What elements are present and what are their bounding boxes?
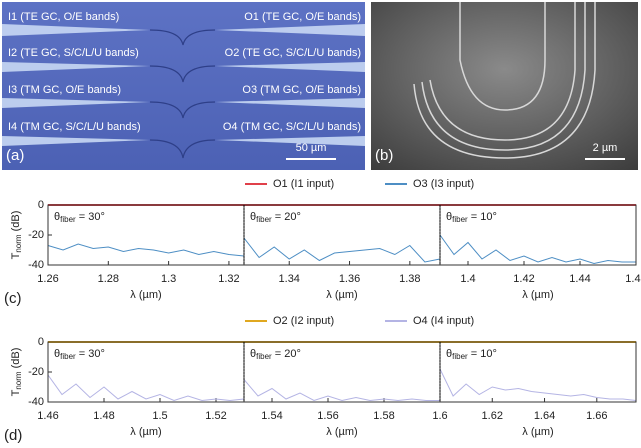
theta-sub: fiber (256, 215, 272, 224)
waveguide-label: O1 (TE GC, O/E bands) (244, 11, 361, 23)
waveguide-label: I4 (TM GC, S/C/L/U bands) (8, 121, 141, 133)
waveguide-label: I3 (TM GC, O/E bands) (8, 84, 121, 96)
x-tick-label: 1.46 (37, 410, 58, 422)
x-axis-label: λ (µm) (522, 289, 553, 301)
x-tick-label: 1.62 (482, 410, 503, 422)
x-tick-label: 1.36 (339, 273, 360, 285)
fiber-angle: θfiber = 20° (250, 211, 301, 224)
theta-sub: fiber (60, 215, 76, 224)
legend-label: O2 (I2 input) (273, 315, 334, 327)
x-tick-label: 1.4 (460, 273, 475, 285)
x-tick-label: 1.66 (586, 410, 607, 422)
x-tick-label: 1.32 (218, 273, 239, 285)
x-axis-label: λ (µm) (326, 289, 357, 301)
waveguide-label: O4 (TM GC, S/C/L/U bands) (223, 121, 361, 133)
x-tick-label: 1.52 (205, 410, 226, 422)
y-tick-label: 0 (38, 199, 44, 211)
figure: I1 (TE GC, O/E bands) O1 (TE GC, O/E band… (0, 0, 641, 448)
x-tick-label: 1.54 (261, 410, 282, 422)
theta-value: = 10° (468, 348, 497, 360)
panel-label: (a) (6, 147, 24, 164)
x-axis-label: λ (µm) (130, 289, 161, 301)
data-line (244, 380, 440, 401)
x-axis-label: λ (µm) (130, 426, 161, 438)
scale-bar-label: 2 µm (593, 142, 618, 154)
fiber-angle: θfiber = 10° (446, 211, 497, 224)
y-label-sub: norm (14, 371, 23, 390)
scale-bar (286, 158, 336, 160)
y-axis-label: Tnorm (dB) (10, 348, 23, 397)
x-tick-label: 1.46 (625, 273, 641, 285)
y-label-unit: (dB) (10, 211, 22, 235)
theta-sub: fiber (256, 352, 272, 361)
x-tick-label: 1.58 (373, 410, 394, 422)
y-axis-label: Tnorm (dB) (10, 211, 23, 260)
panel-label: (d) (4, 427, 22, 444)
scale-bar (585, 158, 625, 160)
fiber-angle: θfiber = 30° (54, 211, 105, 224)
y-label-unit: (dB) (10, 348, 22, 372)
waveguide-label: I2 (TE GC, S/C/L/U bands) (8, 47, 139, 59)
panel-label: (b) (375, 147, 393, 164)
legend-label: O3 (I3 input) (413, 178, 474, 190)
legend-label: O4 (I4 input) (413, 315, 474, 327)
x-tick-label: 1.42 (513, 273, 534, 285)
x-tick-label: 1.48 (93, 410, 114, 422)
theta-value: = 20° (272, 211, 301, 223)
theta-sub: fiber (452, 352, 468, 361)
theta-value: = 30° (76, 211, 105, 223)
theta-sub: fiber (452, 215, 468, 224)
y-tick-label: -40 (28, 259, 44, 271)
legend-label: O1 (I1 input) (273, 178, 334, 190)
data-line (244, 238, 440, 262)
waveguide-label: O2 (TE GC, S/C/L/U bands) (225, 47, 361, 59)
x-axis-label: λ (µm) (326, 426, 357, 438)
data-line (440, 235, 636, 264)
theta-value: = 10° (468, 211, 497, 223)
waveguide-label: I1 (TE GC, O/E bands) (8, 11, 119, 23)
x-tick-label: 1.44 (569, 273, 590, 285)
x-tick-label: 1.34 (279, 273, 300, 285)
x-tick-label: 1.26 (37, 273, 58, 285)
panel-label: (c) (4, 290, 22, 307)
x-tick-label: 1.56 (317, 410, 338, 422)
data-line (48, 244, 244, 256)
x-tick-label: 1.64 (534, 410, 555, 422)
y-label-sub: norm (14, 234, 23, 253)
fiber-angle: θfiber = 10° (446, 348, 497, 361)
x-tick-label: 1.38 (399, 273, 420, 285)
theta-value: = 30° (76, 348, 105, 360)
data-line (440, 369, 636, 401)
theta-sub: fiber (60, 352, 76, 361)
y-tick-label: -40 (28, 396, 44, 408)
x-tick-label: 1.3 (161, 273, 176, 285)
x-tick-label: 1.5 (152, 410, 167, 422)
waveguide-label: O3 (TM GC, O/E bands) (242, 84, 361, 96)
scale-bar-label: 50 µm (296, 142, 327, 154)
x-tick-label: 1.6 (432, 410, 447, 422)
y-tick-label: -20 (28, 366, 44, 378)
data-line (48, 375, 244, 401)
x-axis-label: λ (µm) (522, 426, 553, 438)
x-tick-label: 1.28 (98, 273, 119, 285)
fiber-angle: θfiber = 20° (250, 348, 301, 361)
fiber-angle: θfiber = 30° (54, 348, 105, 361)
y-tick-label: 0 (38, 336, 44, 348)
theta-value: = 20° (272, 348, 301, 360)
y-tick-label: -20 (28, 229, 44, 241)
